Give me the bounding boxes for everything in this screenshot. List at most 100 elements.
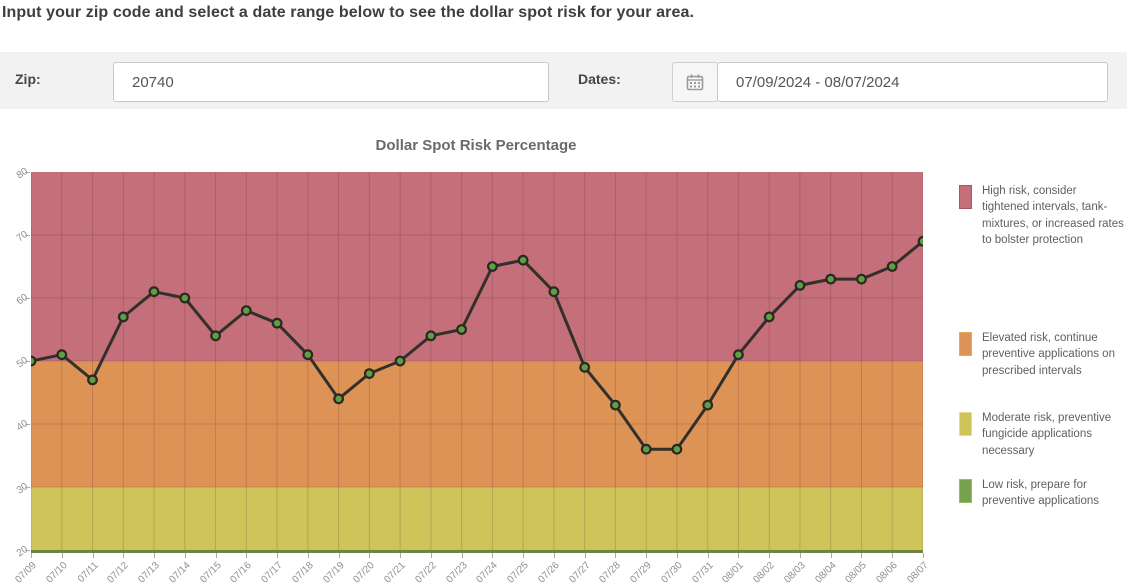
x-axis-tick [369,553,371,558]
x-axis-tick [492,553,494,558]
data-point [548,286,560,298]
calendar-button[interactable] [672,62,718,102]
data-point [240,305,252,317]
legend-item: High risk, consider tightened intervals,… [956,183,1124,248]
dates-input[interactable] [717,62,1108,102]
legend-label: Elevated risk, continue preventive appli… [982,332,1115,377]
data-point [517,254,529,266]
x-axis-tick [892,553,894,558]
legend-item: Elevated risk, continue preventive appli… [956,330,1124,379]
x-axis-tick [769,553,771,558]
data-point [302,349,314,361]
x-axis-tick [338,553,340,558]
x-axis-tick [307,553,309,558]
data-point [856,273,867,285]
x-axis-tick [676,553,678,558]
x-axis-tick [738,553,740,558]
y-axis-tick [25,361,30,362]
data-point [456,324,468,335]
calendar-icon [686,74,704,91]
risk-band-moderate [31,487,923,550]
y-axis-label: 70 [14,228,31,245]
legend: High risk, consider tightened intervals,… [956,165,1127,525]
chart-plot [31,172,923,553]
data-point [733,349,744,361]
y-axis-label: 80 [14,165,31,182]
zip-label: Zip: [15,71,41,87]
x-axis-tick [461,553,463,558]
data-point [487,261,498,272]
legend-swatch-icon [959,479,972,503]
legend-swatch-icon [959,185,972,209]
y-axis-tick [25,172,30,173]
x-axis-tick [523,553,525,558]
x-axis-tick [31,553,32,558]
data-point [640,443,652,455]
x-axis-tick [92,553,94,558]
instruction-text: Input your zip code and select a date ra… [2,4,695,21]
risk-band-high [31,172,923,361]
data-point [148,286,160,298]
y-axis-tick [25,298,30,299]
data-point [425,330,437,342]
data-point [917,235,923,247]
chart-title: Dollar Spot Risk Percentage [375,137,577,154]
x-axis-tick [799,553,801,558]
data-point [886,261,898,272]
x-axis-tick [277,553,279,558]
x-axis-tick [861,553,863,558]
dates-label: Dates: [578,71,621,87]
y-axis-label: 30 [14,480,31,497]
data-point [394,355,406,367]
y-axis-tick [25,235,30,236]
x-axis-tick [830,553,832,558]
data-point [31,355,37,367]
data-point [87,374,98,386]
x-axis-tick [646,553,648,558]
y-axis-tick [25,424,30,425]
data-point [825,273,837,285]
x-axis-tick [184,553,186,558]
legend-swatch-icon [959,332,972,356]
x-axis-tick [923,553,924,558]
data-point [117,311,129,323]
data-point [179,292,191,304]
data-point [610,399,621,411]
y-axis-label: 50 [14,354,31,371]
x-axis-tick [215,553,217,558]
data-point [56,349,68,361]
legend-swatch-icon [959,412,972,436]
data-point [671,443,683,455]
x-axis-tick [707,553,709,558]
x-axis-tick [615,553,617,558]
legend-label: Moderate risk, preventive fungicide appl… [982,412,1112,457]
data-point [333,393,345,405]
y-axis-tick [25,550,30,551]
x-axis-tick [584,553,586,558]
legend-item: Low risk, prepare for preventive applica… [956,477,1124,510]
risk-band-low [31,550,923,553]
y-axis-tick [25,487,30,488]
data-point [363,368,375,380]
legend-label: Low risk, prepare for preventive applica… [982,479,1099,508]
risk-band-elevated [31,361,923,487]
zip-input[interactable] [113,62,549,102]
data-point [763,311,775,323]
x-axis-tick [430,553,432,558]
data-point [579,361,591,373]
data-point [794,279,806,291]
data-point [702,399,714,411]
legend-item: Moderate risk, preventive fungicide appl… [956,410,1124,459]
y-axis-label: 40 [14,417,31,434]
x-axis-tick [61,553,63,558]
x-axis-tick [246,553,248,558]
x-axis-tick [553,553,555,558]
data-point [210,330,222,342]
legend-label: High risk, consider tightened intervals,… [982,185,1124,246]
y-axis-label: 60 [14,291,31,308]
x-axis-tick [123,553,125,558]
x-axis-tick [400,553,402,558]
data-point [271,317,283,329]
x-axis-tick [154,553,156,558]
